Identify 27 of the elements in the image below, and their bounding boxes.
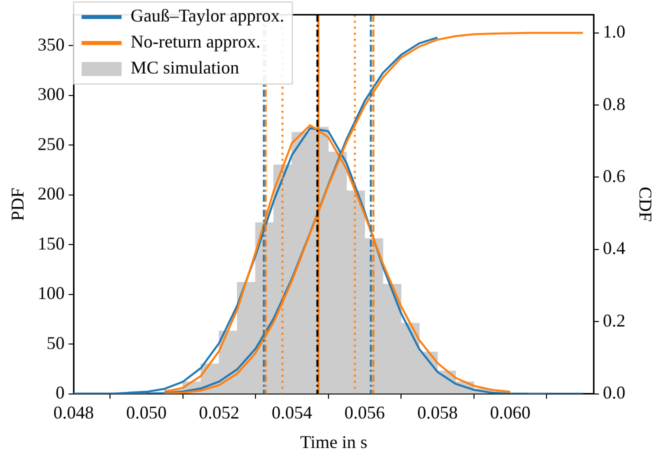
legend-label: No-return approx.	[130, 32, 261, 52]
y-tick-label: 100	[38, 283, 65, 304]
y-tick-label: 150	[38, 233, 65, 254]
y2-tick-label: 0.4	[602, 238, 626, 258]
y2-tick-label: 0.2	[602, 310, 626, 330]
y-axis-title: PDF	[8, 188, 28, 221]
x-tick-label: 0.052	[198, 402, 240, 422]
x-tick-label: 0.050	[126, 402, 167, 422]
y-tick-label: 300	[38, 84, 65, 104]
x-axis-title: Time in s	[300, 432, 368, 452]
legend-label: Gauß–Taylor approx.	[130, 6, 284, 26]
y-tick-label: 50	[46, 332, 65, 353]
x-tick-label: 0.060	[490, 402, 530, 422]
x-tick-label: 0.048	[53, 402, 94, 422]
y2-tick-label: 1.0	[602, 22, 626, 42]
x-tick-label: 0.056	[344, 402, 385, 422]
y2-tick-label: 0.0	[602, 382, 626, 403]
x-tick-label: 0.058	[417, 402, 458, 422]
y2-tick-label: 0.8	[602, 94, 626, 114]
y2-axis-title: CDF	[635, 186, 656, 222]
y-tick-label: 250	[38, 134, 65, 154]
y-tick-label: 0	[56, 382, 65, 403]
y-tick-label: 200	[38, 184, 65, 204]
y-tick-label: 350	[38, 34, 65, 54]
legend-label: MC simulation	[130, 58, 240, 78]
y2-tick-label: 0.6	[602, 166, 626, 186]
x-tick-label: 0.054	[272, 402, 312, 422]
